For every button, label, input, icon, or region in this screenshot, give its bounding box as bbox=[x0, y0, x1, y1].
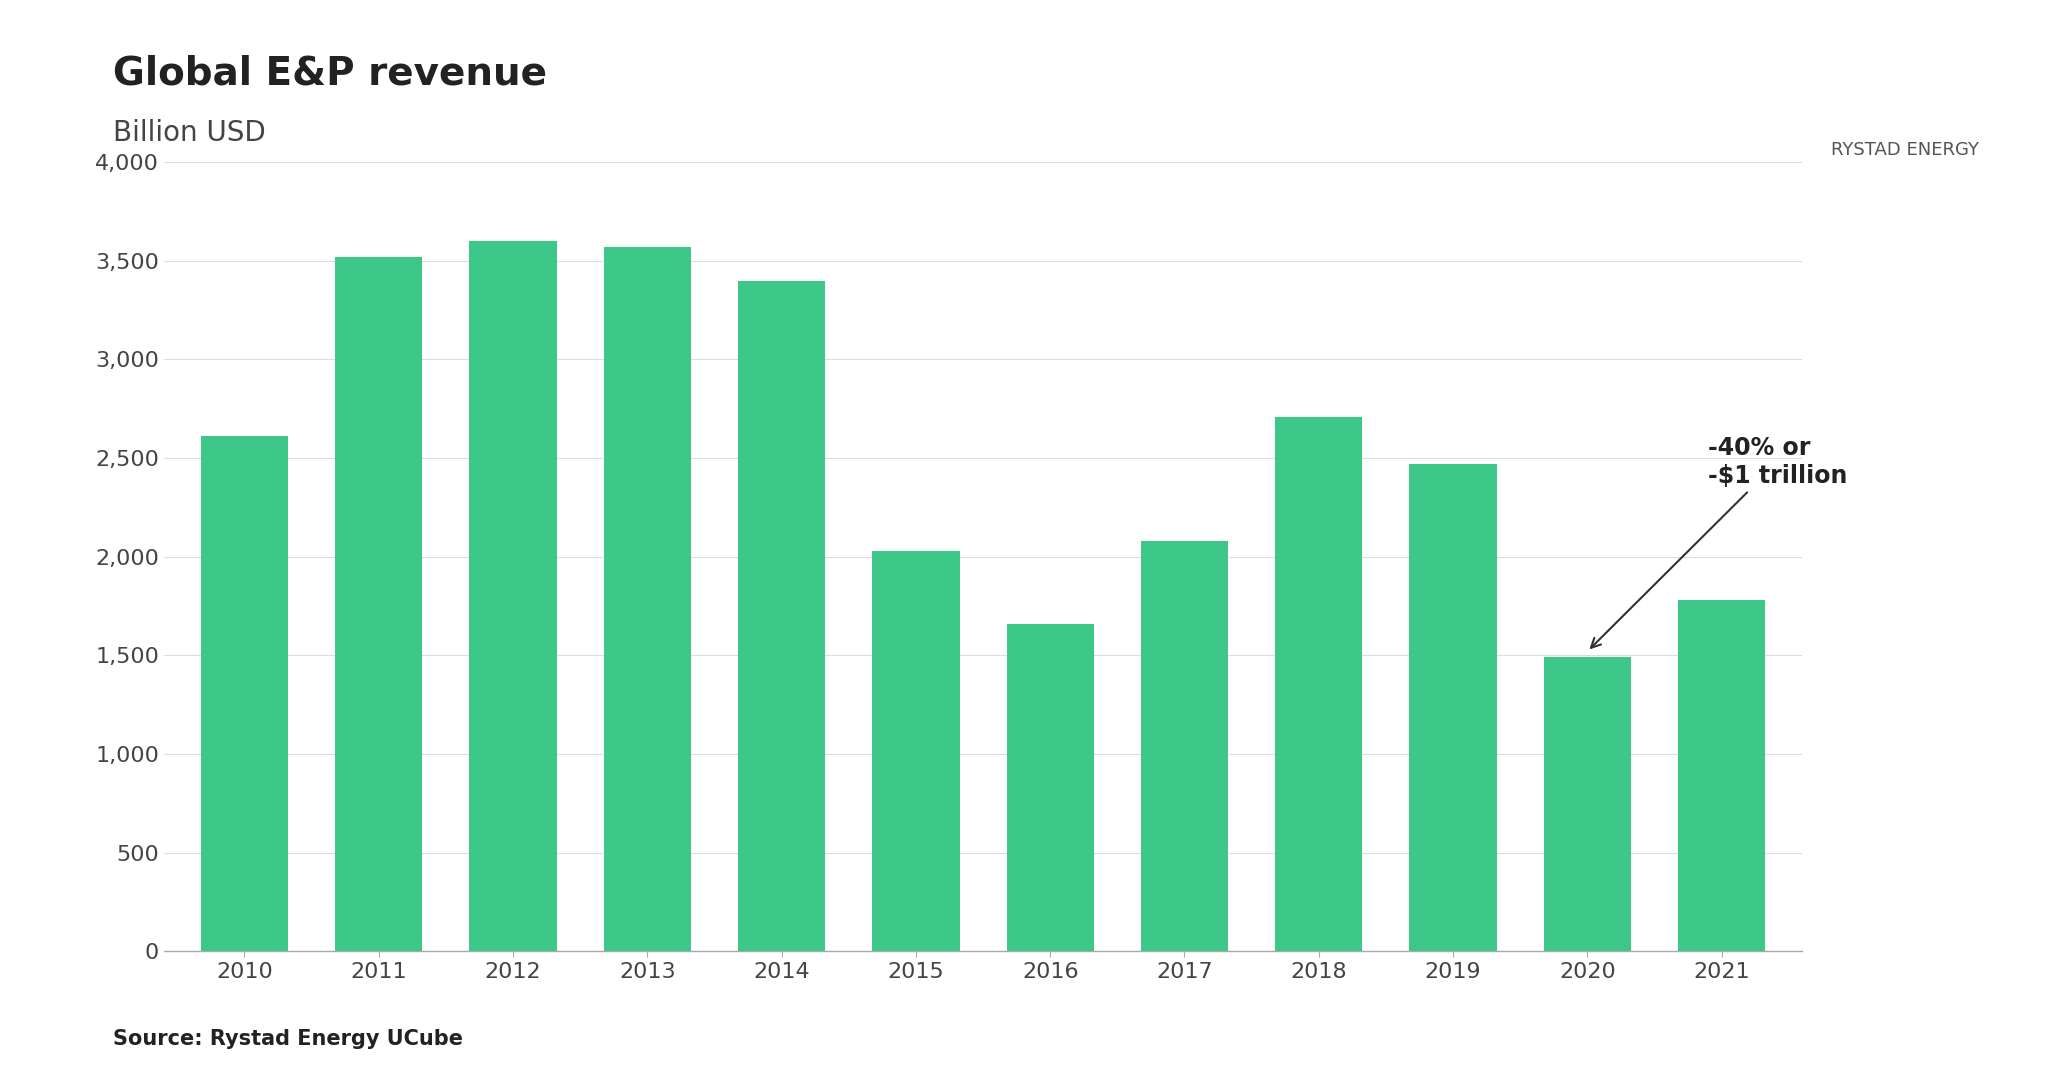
Bar bbox=[1409, 464, 1497, 951]
Text: RYSTAD ENERGY: RYSTAD ENERGY bbox=[1831, 141, 1978, 159]
Bar bbox=[469, 241, 557, 951]
Bar bbox=[737, 280, 825, 951]
Text: Billion USD: Billion USD bbox=[113, 119, 266, 147]
Bar bbox=[604, 246, 690, 951]
Text: Global E&P revenue: Global E&P revenue bbox=[113, 54, 547, 92]
Text: -40% or
-$1 trillion: -40% or -$1 trillion bbox=[1591, 436, 1847, 648]
Bar bbox=[1677, 600, 1765, 951]
Bar bbox=[872, 551, 961, 951]
Bar bbox=[1006, 624, 1094, 951]
Bar bbox=[1141, 540, 1229, 951]
Bar bbox=[1544, 657, 1630, 951]
Bar bbox=[1276, 416, 1362, 951]
Bar bbox=[201, 437, 289, 951]
Text: Source: Rystad Energy UCube: Source: Rystad Energy UCube bbox=[113, 1028, 463, 1049]
Bar bbox=[336, 257, 422, 951]
